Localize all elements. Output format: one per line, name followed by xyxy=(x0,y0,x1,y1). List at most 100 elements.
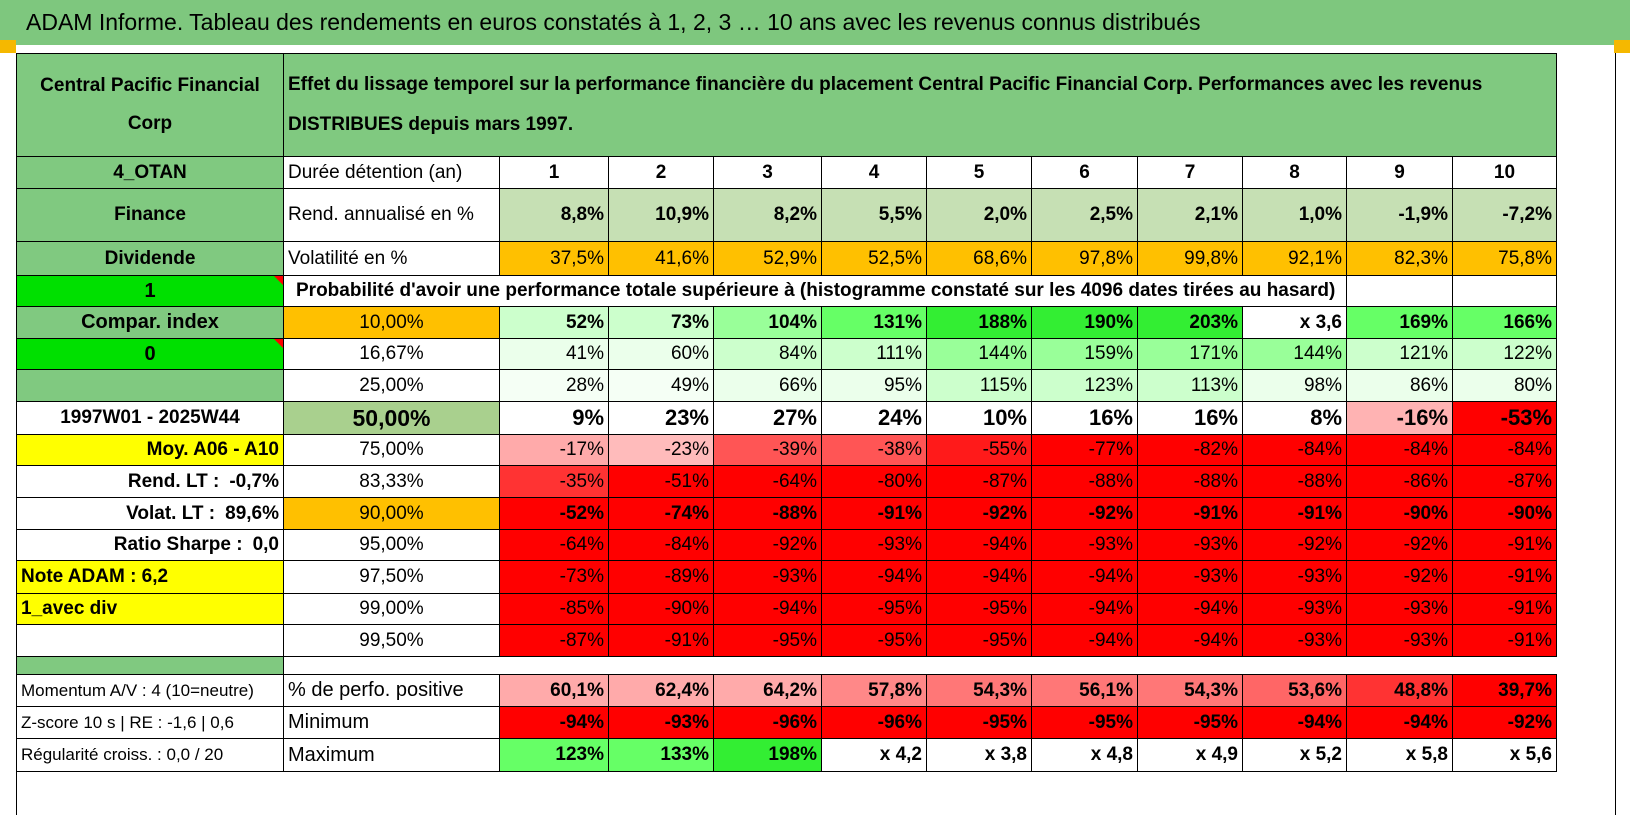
vol-value: 52,9% xyxy=(713,241,822,276)
quantile-value: 10% xyxy=(926,401,1032,435)
rend-value: -7,2% xyxy=(1452,188,1557,242)
quantile-value: -93% xyxy=(1346,593,1453,625)
compar-index-cell: Compar. index xyxy=(16,306,284,339)
bottom-value: 54,3% xyxy=(1137,674,1243,707)
vol-label: Volatilité en % xyxy=(283,241,500,276)
quantile-value: 203% xyxy=(1137,306,1243,339)
rend-value: -0,7% xyxy=(229,470,279,492)
quantile-value: -92% xyxy=(926,497,1032,530)
bottom-value: 64,2% xyxy=(713,674,822,707)
quantile-value: 171% xyxy=(1137,338,1243,370)
quantile-value: 123% xyxy=(1031,369,1138,402)
quantile-value: 52% xyxy=(499,306,609,339)
duree-value: 6 xyxy=(1031,156,1138,189)
bottom-value: 123% xyxy=(499,738,609,772)
bottom-value: 53,6% xyxy=(1242,674,1347,707)
quantile-row: 25,00% 28% 49% 66% 95% 115% 123% 113% 98% 86% 80% xyxy=(16,369,1557,402)
bottom-value: -96% xyxy=(713,706,822,739)
quantile-row: Note ADAM : 6,2 97,50% -73% -89% -93% -94% -94… xyxy=(16,560,1557,594)
rend-value: 8,2% xyxy=(713,188,822,242)
fund-name: Central Pacific Financial Corp xyxy=(16,53,284,157)
rend-value: 2,1% xyxy=(1137,188,1243,242)
quantile-value: -91% xyxy=(1452,593,1557,625)
flag-zero-cell: 0 xyxy=(16,338,284,370)
bottom-value: 57,8% xyxy=(821,674,927,707)
vol-value: 82,3% xyxy=(1346,241,1453,276)
quantile-value: -87% xyxy=(1452,465,1557,498)
rend-row: Finance Rend. annualisé en % 8,8% 10,9% 8,… xyxy=(16,188,1557,242)
duree-value: 10 xyxy=(1452,156,1557,189)
quantile-value: -94% xyxy=(1031,593,1138,625)
flag-one-cell: 1 xyxy=(16,275,284,307)
quantile-row: Compar. index 10,00% 52% 73% 104% 131% 188% 190… xyxy=(16,306,1557,339)
quantile-value: 98% xyxy=(1242,369,1347,402)
quantile-value: -94% xyxy=(1031,560,1138,594)
bottom-value: x 5,6 xyxy=(1452,738,1557,772)
duree-value: 5 xyxy=(926,156,1032,189)
bottom-value: 54,3% xyxy=(926,674,1032,707)
bottom-value: -95% xyxy=(926,706,1032,739)
bottom-value: 39,7% xyxy=(1452,674,1557,707)
quantile-value: 113% xyxy=(1137,369,1243,402)
quantile-value: -86% xyxy=(1346,465,1453,498)
left-marker xyxy=(0,40,16,53)
quantile-value: -87% xyxy=(499,624,609,657)
duree-value: 7 xyxy=(1137,156,1243,189)
type-cell: Dividende xyxy=(16,241,284,276)
bottom-value: x 4,9 xyxy=(1137,738,1243,772)
quantile-value: -91% xyxy=(1452,560,1557,594)
duree-value: 2 xyxy=(608,156,714,189)
volat-value: 89,6% xyxy=(225,502,279,524)
quantile-value: -95% xyxy=(713,624,822,657)
bottom-row: Z-score 10 s | RE : -1,6 | 0,6 Minimum -94… xyxy=(16,706,1557,739)
quantile-value: 144% xyxy=(1242,338,1347,370)
quantile-label: 95,00% xyxy=(283,529,500,561)
quantile-row: 1_avec div 99,00% -85% -90% -94% -95% -95% -94%… xyxy=(16,593,1557,625)
vol-value: 99,8% xyxy=(1137,241,1243,276)
duree-value: 9 xyxy=(1346,156,1453,189)
bottom-value: -94% xyxy=(1242,706,1347,739)
note-cell: Note ADAM : 6,2 xyxy=(16,560,284,594)
quantile-value: -90% xyxy=(608,593,714,625)
quantile-value: -84% xyxy=(1242,434,1347,466)
quantile-value: -73% xyxy=(499,560,609,594)
empty-cell xyxy=(1346,275,1453,307)
moy-cell: Moy. A06 - A10 xyxy=(16,434,284,466)
quantile-label: 83,33% xyxy=(283,465,500,498)
quantile-value: -51% xyxy=(608,465,714,498)
quantile-row: 1997W01 - 2025W44 50,00% 9% 23% 27% 24% 10% 16%… xyxy=(16,401,1557,435)
quantile-value: -52% xyxy=(499,497,609,530)
quantile-value: -94% xyxy=(926,560,1032,594)
quantile-value: -92% xyxy=(1346,529,1453,561)
quantile-value: -35% xyxy=(499,465,609,498)
quantile-value: -16% xyxy=(1346,401,1453,435)
quantile-value: 80% xyxy=(1452,369,1557,402)
vol-row: Dividende Volatilité en % 37,5% 41,6% 52,9… xyxy=(16,241,1557,276)
bottom-label: Minimum xyxy=(283,706,500,739)
quantile-value: -93% xyxy=(1242,624,1347,657)
quantile-value: 73% xyxy=(608,306,714,339)
quantile-value: -94% xyxy=(1031,624,1138,657)
quantile-value: -93% xyxy=(1137,529,1243,561)
quantile-value: -95% xyxy=(926,624,1032,657)
bottom-value: -92% xyxy=(1452,706,1557,739)
rend-value: 5,5% xyxy=(821,188,927,242)
quantile-value: 190% xyxy=(1031,306,1138,339)
quantile-value: 131% xyxy=(821,306,927,339)
bottom-row: Momentum A/V : 4 (10=neutre)% de perfo. … xyxy=(16,674,1557,707)
quantile-value: -95% xyxy=(821,593,927,625)
duree-row: 4_OTAN Durée détention (an) 1 2 3 4 5 6 7 8 9 10 xyxy=(16,156,1557,189)
quantile-value: -93% xyxy=(1242,560,1347,594)
quantile-value: -93% xyxy=(1137,560,1243,594)
right-marker xyxy=(1614,40,1630,53)
quantile-value: 121% xyxy=(1346,338,1453,370)
prob-title: Probabilité d'avoir une performance tota… xyxy=(283,275,1347,307)
quantile-value: 166% xyxy=(1452,306,1557,339)
quantile-value: -39% xyxy=(713,434,822,466)
quantile-value: -91% xyxy=(1452,624,1557,657)
bottom-value: x 3,8 xyxy=(926,738,1032,772)
quantile-value: -38% xyxy=(821,434,927,466)
duree-value: 4 xyxy=(821,156,927,189)
volat-lt-cell: Volat. LT : 89,6% xyxy=(16,497,284,530)
spacer-green-cell xyxy=(16,656,284,675)
